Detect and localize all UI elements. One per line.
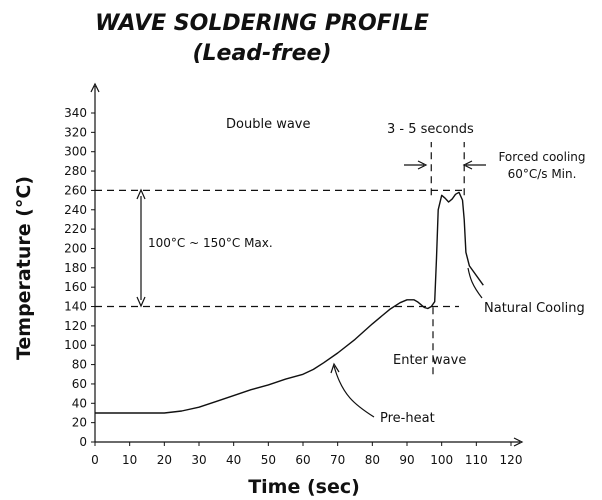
x-tick-label: 40 <box>226 453 241 467</box>
natural-cooling-label: Natural Cooling <box>484 301 585 316</box>
y-tick-label: 200 <box>64 241 87 255</box>
window-arrowhead-left <box>417 160 428 170</box>
y-tick-label: 120 <box>64 319 87 333</box>
x-tick-label: 70 <box>330 453 345 467</box>
y-tick-label: 340 <box>64 106 87 120</box>
reference-lines <box>95 142 466 375</box>
x-tick-label: 10 <box>122 453 137 467</box>
y-tick-label: 280 <box>64 164 87 178</box>
delta-range-arrowhead-top <box>136 188 146 200</box>
x-axis-label: Time (sec) <box>248 476 360 498</box>
x-tick-label: 30 <box>191 453 206 467</box>
y-tick-label: 0 <box>79 435 87 449</box>
y-tick-label: 260 <box>64 183 87 197</box>
y-tick-label: 160 <box>64 280 87 294</box>
x-tick-label: 20 <box>157 453 172 467</box>
delta-range-label: 100°C ~ 150°C Max. <box>148 236 273 250</box>
x-tick-label: 0 <box>91 453 99 467</box>
x-tick-label: 60 <box>295 453 310 467</box>
pre-heat-leader <box>333 365 375 418</box>
y-tick-label: 300 <box>64 145 87 159</box>
enter-wave-label: Enter wave <box>393 353 466 368</box>
x-tick-label: 100 <box>430 453 453 467</box>
y-tick-label: 240 <box>64 203 87 217</box>
chart-title: WAVE SOLDERING PROFILE <box>95 11 429 36</box>
y-tick-label: 100 <box>64 338 87 352</box>
x-tick-label: 90 <box>399 453 414 467</box>
x-axis-ticks: 0 10 20 30 40 50 60 70 80 90 100 110 120 <box>91 442 522 467</box>
y-tick-label: 40 <box>72 396 87 410</box>
natural-cooling-leader <box>467 267 483 299</box>
x-tick-label: 120 <box>500 453 523 467</box>
pre-heat-label: Pre-heat <box>380 411 435 426</box>
y-tick-label: 80 <box>72 358 87 372</box>
x-axis-arrow <box>513 437 524 447</box>
y-tick-label: 20 <box>72 416 87 430</box>
y-tick-label: 320 <box>64 125 87 139</box>
double-wave-label: Double wave <box>226 117 311 132</box>
y-axis-ticks: 0 20 40 60 80 100 120 140 160 180 200 220 240 260 280 3… <box>64 106 95 449</box>
y-tick-label: 180 <box>64 261 87 275</box>
window-seconds-label: 3 - 5 seconds <box>387 122 474 137</box>
y-tick-label: 60 <box>72 377 87 391</box>
x-tick-label: 110 <box>465 453 488 467</box>
x-tick-label: 50 <box>261 453 276 467</box>
forced-cooling-label: Forced cooling <box>498 150 585 164</box>
y-axis-label: Temperature (°C) <box>13 176 35 360</box>
chart-subtitle: (Lead-free) <box>192 41 331 66</box>
window-arrowhead-right <box>462 160 473 170</box>
delta-range-arrowhead-bottom <box>136 296 146 308</box>
y-axis-arrow <box>90 82 100 93</box>
y-tick-label: 140 <box>64 300 87 314</box>
x-tick-label: 80 <box>365 453 380 467</box>
temperature-profile-line <box>95 191 484 414</box>
pre-heat-leader-arrowhead <box>330 362 340 374</box>
forced-cooling-rate-label: 60°C/s Min. <box>508 167 577 181</box>
y-tick-label: 220 <box>64 222 87 236</box>
